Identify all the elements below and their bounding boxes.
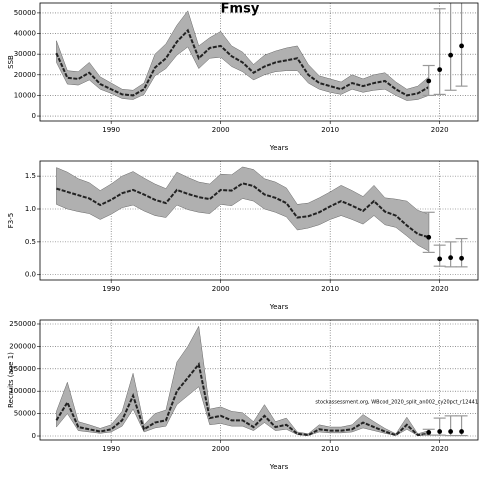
point xyxy=(437,67,443,73)
y-tick-label: 0.5 xyxy=(25,238,36,246)
y-tick-label: 1.0 xyxy=(25,205,36,213)
point xyxy=(448,255,454,261)
y-tick-label: 0.0 xyxy=(25,271,36,279)
y-axis-label: F3-5 xyxy=(7,213,15,228)
y-axis-label: SSB xyxy=(7,55,15,69)
y-tick-label: 250000 xyxy=(9,320,36,328)
point xyxy=(426,78,432,84)
y-tick-label: 0 xyxy=(32,112,36,120)
y-tick-label: 30000 xyxy=(14,50,36,58)
point xyxy=(437,256,443,262)
point xyxy=(426,234,432,240)
estimate-line xyxy=(55,28,430,97)
x-tick-label: 2020 xyxy=(431,126,449,134)
x-axis-label: Years xyxy=(269,303,289,311)
y-tick-label: 10000 xyxy=(14,91,36,99)
confidence-band xyxy=(56,10,429,101)
estimate-line xyxy=(56,182,430,239)
plot xyxy=(40,3,478,121)
point xyxy=(437,429,443,434)
plot xyxy=(40,161,478,280)
x-axis-label: Years xyxy=(269,144,289,152)
x-tick-label: 1990 xyxy=(102,285,120,293)
annotation: stockassessment.org, WBcod_2020_split_an… xyxy=(315,400,478,406)
plot-frame xyxy=(39,2,479,122)
plot-frame xyxy=(39,160,479,281)
x-tick-label: 1990 xyxy=(102,126,120,134)
point xyxy=(459,43,464,49)
y-tick-label: 150000 xyxy=(9,365,36,373)
x-tick-label: 2010 xyxy=(321,285,339,293)
x-axis-label: Years xyxy=(269,463,289,471)
point xyxy=(426,430,432,435)
confidence-band xyxy=(56,325,429,436)
y-tick-label: 1.5 xyxy=(25,172,36,180)
x-tick-label: 2000 xyxy=(212,126,230,134)
y-tick-label: 200000 xyxy=(9,342,36,350)
x-tick-label: 2020 xyxy=(431,285,449,293)
estimate-line xyxy=(55,362,429,437)
x-tick-label: 1990 xyxy=(102,445,120,453)
x-tick-label: 2020 xyxy=(431,445,449,453)
y-tick-label: 0 xyxy=(32,432,36,440)
chart-title: Fmsy xyxy=(221,2,260,17)
plot-frame xyxy=(39,319,479,441)
point xyxy=(448,52,454,58)
point xyxy=(459,255,464,261)
x-tick-label: 2000 xyxy=(212,285,230,293)
y-tick-label: 20000 xyxy=(14,71,36,79)
y-tick-label: 40000 xyxy=(14,30,36,38)
y-tick-label: 50000 xyxy=(14,410,36,418)
x-tick-label: 2010 xyxy=(321,445,339,453)
point xyxy=(459,429,464,434)
x-tick-label: 2000 xyxy=(212,445,230,453)
point xyxy=(448,429,454,434)
y-tick-label: 50000 xyxy=(14,9,36,17)
plot xyxy=(40,320,478,440)
y-axis-label: Recruits (age 1) xyxy=(7,352,15,408)
y-tick-label: 100000 xyxy=(9,387,36,395)
x-tick-label: 2010 xyxy=(321,126,339,134)
